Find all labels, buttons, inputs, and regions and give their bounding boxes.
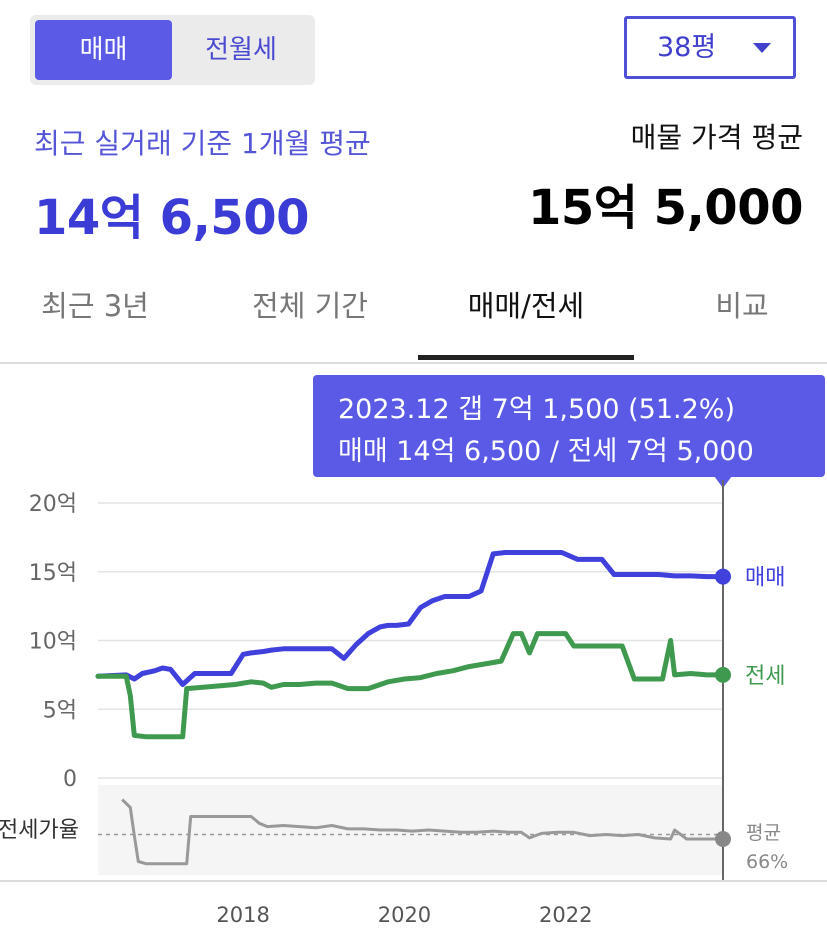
ratio-average-value: 66% — [746, 851, 788, 873]
area-select-value: 38평 — [657, 32, 717, 63]
tooltip-price-line: 매매 14억 6,500 / 전세 7억 5,000 — [338, 436, 754, 467]
sale-price-line — [95, 550, 726, 687]
y-tick-label: 10억 — [29, 630, 77, 655]
y-tick-label: 5억 — [43, 698, 77, 723]
jeonse-end-label: 전세 — [745, 664, 785, 689]
jeonse-price-line — [95, 631, 726, 740]
sale-end-label: 매매 — [745, 566, 785, 591]
area-select[interactable]: 38평 — [624, 16, 796, 79]
ratio-series-line — [121, 798, 723, 866]
listing-average-label: 매물 가격 평균 — [630, 121, 803, 154]
y-tick-label: 20억 — [29, 492, 77, 517]
recent-average-label: 최근 실거래 기준 1개월 평균 — [34, 127, 371, 160]
rent-tab-button[interactable]: 전월세 — [205, 35, 277, 65]
chart-tooltip: 2023.12 갭 7억 1,500 (51.2%) 매매 14억 6,500 … — [313, 375, 825, 477]
tab-recent-3y[interactable]: 최근 3년 — [41, 289, 149, 323]
sale-end-marker — [715, 568, 731, 585]
x-tick-label: 2022 — [539, 903, 592, 927]
tab-all-period[interactable]: 전체 기간 — [252, 289, 368, 323]
ratio-end-marker — [715, 831, 731, 847]
trade-type-toggle: 매매 전월세 — [30, 15, 315, 85]
ratio-axis-label: 전세가율 — [0, 818, 79, 843]
tab-compare[interactable]: 비교 — [715, 289, 769, 323]
sale-tab-button[interactable]: 매매 — [35, 20, 172, 80]
tab-sale-jeonse[interactable]: 매매/전세 — [418, 270, 634, 360]
x-tick-label: 2018 — [216, 903, 269, 927]
x-tick-label: 2020 — [378, 903, 431, 927]
jeonse-end-marker — [715, 666, 731, 683]
listing-average-value: 15억 5,000 — [528, 180, 804, 236]
period-tabs: 최근 3년 전체 기간 매매/전세 비교 — [0, 270, 827, 364]
recent-average-value: 14억 6,500 — [34, 190, 310, 246]
tooltip-gap-line: 2023.12 갭 7억 1,500 (51.2%) — [338, 394, 735, 425]
y-tick-label: 15억 — [29, 561, 77, 586]
chart-bottom-divider — [0, 880, 827, 882]
y-tick-label: 0 — [63, 767, 77, 792]
chevron-down-icon — [753, 43, 771, 53]
ratio-average-label: 평균 — [746, 822, 781, 844]
